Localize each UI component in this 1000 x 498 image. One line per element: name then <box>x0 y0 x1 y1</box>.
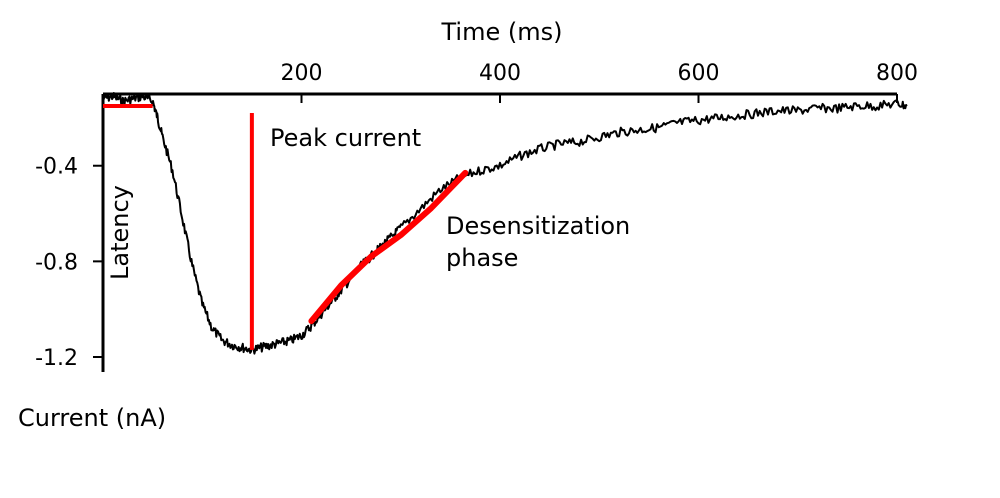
axis-labels: Time (ms) Current (nA) <box>18 18 562 432</box>
y-tick-label: -0.8 <box>35 250 78 275</box>
y-axis-title: Current (nA) <box>18 404 166 432</box>
x-tick-label: 200 <box>281 61 323 86</box>
desensitization-label: Desensitization <box>446 212 630 240</box>
desensitization-fit-line <box>308 169 469 325</box>
y-tick-label: -1.2 <box>35 346 78 371</box>
x-axis-title: Time (ms) <box>441 18 563 46</box>
desensitization-label: phase <box>446 244 518 272</box>
x-tick-label: 600 <box>678 61 720 86</box>
peak-current-label: Peak current <box>270 124 421 152</box>
x-tick-label: 400 <box>479 61 521 86</box>
x-tick-label: 800 <box>876 61 918 86</box>
y-tick-label: -0.4 <box>35 155 78 180</box>
annotations: Latency Peak current Desensitization phase <box>103 103 630 350</box>
latency-label: Latency <box>106 185 134 280</box>
axes: 200 400 600 800 -0.4 -0.8 -1.2 <box>35 61 918 372</box>
